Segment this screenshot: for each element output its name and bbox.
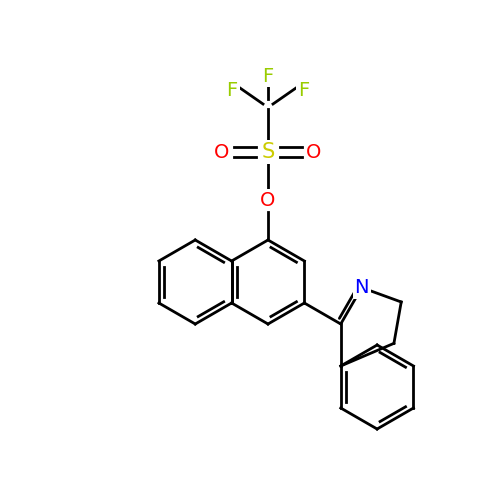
Text: O: O	[214, 142, 230, 162]
Text: O: O	[306, 142, 322, 162]
Text: F: F	[226, 80, 237, 100]
Text: O: O	[260, 190, 276, 210]
Text: N: N	[354, 278, 369, 297]
Text: F: F	[298, 80, 310, 100]
Text: S: S	[262, 142, 274, 162]
Text: F: F	[262, 66, 274, 86]
